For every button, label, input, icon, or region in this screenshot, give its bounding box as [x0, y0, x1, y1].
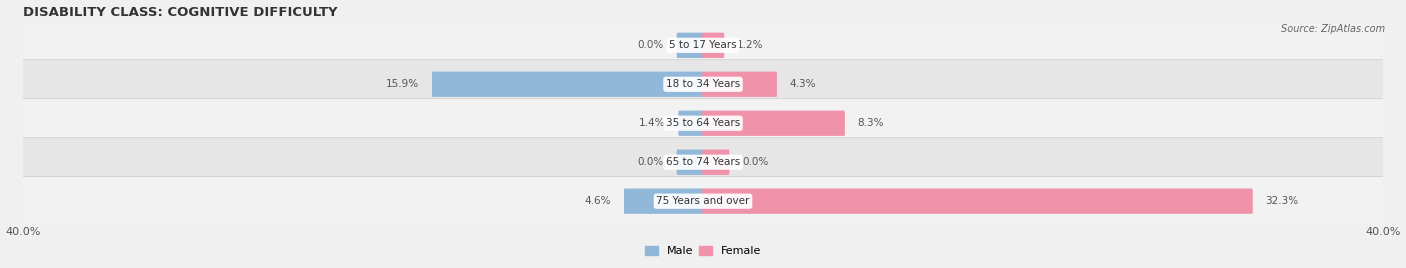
Text: 15.9%: 15.9% [387, 79, 419, 89]
Text: 35 to 64 Years: 35 to 64 Years [666, 118, 740, 128]
Legend: Male, Female: Male, Female [640, 241, 766, 261]
FancyBboxPatch shape [676, 150, 704, 175]
FancyBboxPatch shape [702, 72, 778, 97]
Text: 18 to 34 Years: 18 to 34 Years [666, 79, 740, 89]
Text: 4.6%: 4.6% [585, 196, 612, 206]
Text: 0.0%: 0.0% [638, 157, 664, 167]
FancyBboxPatch shape [13, 60, 1393, 109]
FancyBboxPatch shape [13, 177, 1393, 226]
Text: DISABILITY CLASS: COGNITIVE DIFFICULTY: DISABILITY CLASS: COGNITIVE DIFFICULTY [24, 6, 337, 18]
FancyBboxPatch shape [13, 21, 1393, 70]
FancyBboxPatch shape [13, 99, 1393, 148]
Text: 8.3%: 8.3% [858, 118, 884, 128]
FancyBboxPatch shape [676, 33, 704, 58]
Text: 0.0%: 0.0% [638, 40, 664, 50]
Text: 1.4%: 1.4% [640, 118, 665, 128]
FancyBboxPatch shape [702, 111, 845, 136]
FancyBboxPatch shape [432, 72, 704, 97]
FancyBboxPatch shape [13, 138, 1393, 187]
Text: 65 to 74 Years: 65 to 74 Years [666, 157, 740, 167]
Text: 0.0%: 0.0% [742, 157, 768, 167]
Text: 75 Years and over: 75 Years and over [657, 196, 749, 206]
Text: Source: ZipAtlas.com: Source: ZipAtlas.com [1281, 24, 1385, 34]
FancyBboxPatch shape [702, 150, 730, 175]
FancyBboxPatch shape [702, 188, 1253, 214]
Text: 1.2%: 1.2% [737, 40, 763, 50]
FancyBboxPatch shape [702, 33, 724, 58]
FancyBboxPatch shape [678, 111, 704, 136]
Text: 5 to 17 Years: 5 to 17 Years [669, 40, 737, 50]
Text: 4.3%: 4.3% [790, 79, 815, 89]
FancyBboxPatch shape [624, 188, 704, 214]
Text: 32.3%: 32.3% [1265, 196, 1299, 206]
